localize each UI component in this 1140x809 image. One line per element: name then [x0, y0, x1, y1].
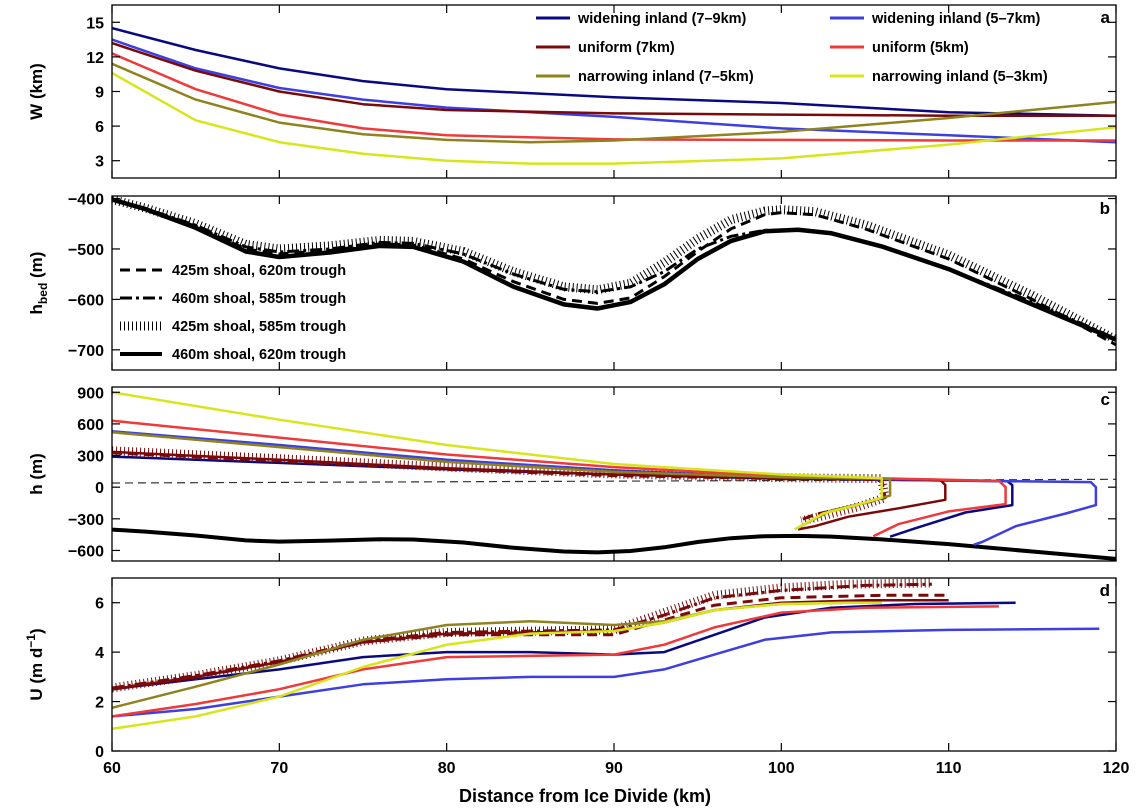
legend-label: narrowing inland (5–3km) — [872, 69, 1048, 85]
plot-area — [112, 196, 1116, 347]
x-tick-label: 70 — [270, 760, 288, 777]
axes-frame — [111, 195, 1117, 371]
legend-label: 460m shoal, 620m trough — [172, 347, 346, 363]
y-axis-label: h (m) — [27, 453, 46, 495]
x-tick-label: 110 — [936, 760, 962, 777]
legend-label: 460m shoal, 585m trough — [172, 291, 346, 307]
panel-d: 0 2 4 6 60 70 80 90 100 110 120 d U (m d−1) — [24, 577, 1130, 777]
y-tick-label: −700 — [68, 343, 104, 360]
series-line — [112, 71, 1116, 165]
y-tick-label: −400 — [68, 192, 104, 209]
y-tick-label: 9 — [95, 85, 104, 102]
series-line — [112, 38, 1116, 144]
x-tick-label: 100 — [768, 760, 795, 777]
series-line — [112, 419, 1007, 538]
series-line — [112, 605, 999, 718]
x-tick-label: 60 — [103, 760, 121, 777]
x-tick-label: 120 — [1103, 760, 1130, 777]
series-line — [112, 582, 932, 690]
y-tick-label: 12 — [86, 50, 104, 67]
series-line — [112, 593, 949, 691]
x-axis-label: Distance from Ice Divide (km) — [459, 786, 711, 806]
y-tick-label: 15 — [86, 15, 104, 32]
legend-panel-a: widening inland (7–9km) widening inland … — [536, 11, 1048, 85]
y-tick-label: −600 — [68, 543, 104, 560]
y-axis-label: hbed (m) — [27, 252, 50, 315]
x-tick-label: 90 — [605, 760, 623, 777]
bed-line — [112, 527, 1116, 561]
panel-a: 3 6 9 12 15 a W (km) — [27, 4, 1117, 179]
legend-label: widening inland (7–9km) — [577, 11, 747, 27]
legend-label: widening inland (5–7km) — [871, 11, 1041, 27]
legend-label: 425m shoal, 585m trough — [172, 319, 346, 335]
legend-label: narrowing inland (7–5km) — [578, 69, 754, 85]
y-tick-label: 300 — [77, 449, 104, 466]
series-line — [112, 391, 883, 531]
y-tick-label: 0 — [95, 480, 104, 497]
series-line — [112, 430, 1098, 546]
series-line — [112, 601, 882, 731]
series-line — [112, 197, 1116, 342]
axes-frame — [111, 4, 1117, 179]
y-tick-label: 3 — [95, 154, 104, 171]
plot-area — [112, 391, 1116, 561]
series-line — [112, 198, 1116, 347]
panel-label: a — [1101, 8, 1111, 27]
x-tick-label: 80 — [438, 760, 456, 777]
y-tick-label: 4 — [95, 645, 104, 662]
legend-label: 425m shoal, 620m trough — [172, 263, 346, 279]
y-tick-label: 900 — [77, 385, 104, 402]
y-tick-label: 6 — [95, 119, 104, 136]
series-line — [112, 62, 1116, 144]
panel-label: c — [1101, 390, 1110, 409]
y-tick-label: −600 — [68, 292, 104, 309]
series-line — [112, 196, 1116, 344]
panel-label: d — [1100, 581, 1110, 600]
series-line — [112, 26, 1116, 117]
y-tick-label: 2 — [95, 695, 104, 712]
series-line — [112, 52, 1116, 142]
panel-b: −700 −600 −500 −400 b hbed (m) — [27, 192, 1117, 371]
y-axis-label: W (km) — [27, 63, 46, 120]
y-tick-label: −300 — [68, 512, 104, 529]
plot-area — [112, 26, 1116, 165]
legend-label: uniform (7km) — [578, 40, 675, 56]
plot-area — [112, 578, 1100, 731]
panel-c: −600 −300 0 300 600 900 c h (m) — [27, 385, 1117, 562]
legend-panel-b: 425m shoal, 620m trough 460m shoal, 585m… — [120, 263, 346, 363]
legend-label: uniform (5km) — [872, 40, 969, 56]
y-tick-label: 600 — [77, 417, 104, 434]
y-tick-label: 0 — [95, 744, 104, 761]
y-tick-label: 6 — [95, 596, 104, 613]
series-line — [112, 450, 947, 531]
y-tick-label: −500 — [68, 242, 104, 259]
y-axis-label: U (m d−1) — [24, 628, 46, 700]
series-line — [112, 41, 1116, 117]
panel-label: b — [1100, 199, 1110, 218]
